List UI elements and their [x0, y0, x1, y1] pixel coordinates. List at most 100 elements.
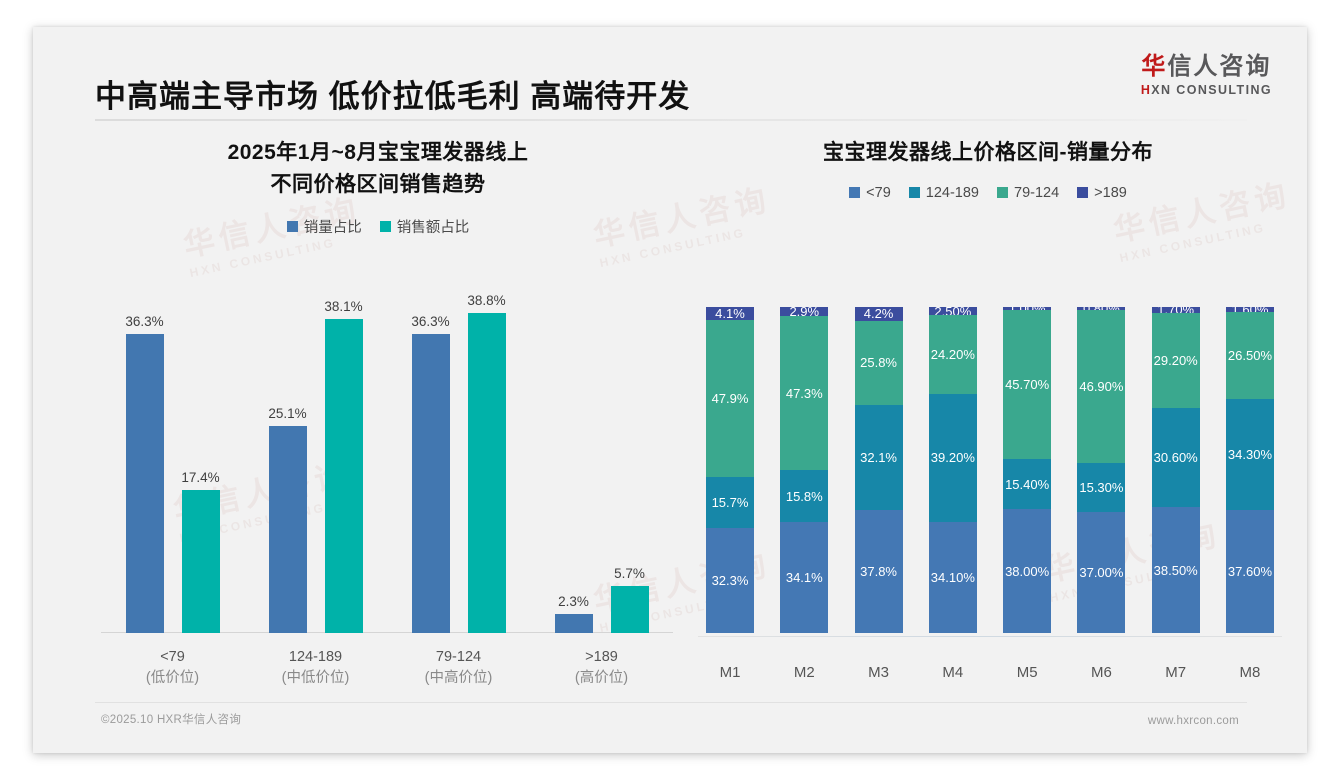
- stack-segment[interactable]: 34.10%: [928, 521, 977, 634]
- stack-segment[interactable]: 32.1%: [854, 404, 903, 510]
- bar-column[interactable]: 2.3%: [554, 287, 593, 633]
- legend-swatch-icon: [997, 187, 1008, 198]
- legend-label: <79: [866, 184, 891, 201]
- stack-segment[interactable]: 2.50%: [928, 307, 977, 316]
- bar[interactable]: [324, 319, 363, 633]
- bar[interactable]: [554, 614, 593, 633]
- bar-column[interactable]: 38.1%: [324, 287, 363, 633]
- stacked-bar-column[interactable]: 0.80%46.90%15.30%37.00%: [1077, 307, 1126, 633]
- bar[interactable]: [268, 426, 307, 633]
- stack-segment[interactable]: 47.9%: [706, 320, 754, 477]
- stack-segment[interactable]: 29.20%: [1151, 312, 1200, 408]
- stack-segment[interactable]: 39.20%: [928, 394, 977, 522]
- category-label: >189 (高价位): [530, 647, 673, 689]
- bar[interactable]: [467, 313, 506, 633]
- slide-header: 中高端主导市场 低价拉低毛利 高端待开发 华信人咨询 HXN CONSULTIN…: [33, 27, 1307, 122]
- stack-segment[interactable]: 2.9%: [780, 307, 829, 317]
- logo-en-rest: XN CONSULTING: [1151, 83, 1272, 98]
- stack-segment[interactable]: 15.8%: [780, 470, 829, 522]
- stack-segment[interactable]: 15.40%: [1003, 459, 1052, 510]
- stack-segment[interactable]: 34.1%: [780, 521, 829, 633]
- legend-item[interactable]: 124-189: [908, 185, 979, 201]
- legend-item[interactable]: <79: [849, 185, 891, 201]
- bar[interactable]: [610, 586, 649, 633]
- stacked-plot-area: 4.1% 47.9% 15.7% 32.3% 2.9% 47.3% 15.8% 34.1% 4.…: [698, 307, 1282, 634]
- category-label-main: >189: [585, 648, 618, 665]
- footer-divider: [95, 702, 1247, 703]
- legend-item[interactable]: 79-124: [997, 185, 1059, 201]
- stack-segment[interactable]: 0.80%: [1077, 307, 1126, 310]
- stack-segment[interactable]: 15.7%: [706, 476, 754, 528]
- bar-group: 25.1% 38.1%: [244, 287, 387, 633]
- grouped-plot-area: 36.3% 17.4% 25.1% 38.1% 36.3% 38.8% 2.3% 5.7%: [101, 287, 673, 633]
- stack-segment[interactable]: 38.50%: [1151, 507, 1200, 633]
- logo-char-hua: 华: [1141, 53, 1168, 80]
- legend-swatch-icon: [379, 221, 391, 232]
- bar-column[interactable]: 36.3%: [411, 287, 450, 633]
- left-chart-title: 2025年1月~8月宝宝理发器线上 不同价格区间销售趋势: [73, 137, 683, 200]
- stack-segment[interactable]: 4.2%: [854, 307, 903, 321]
- bar-column[interactable]: 38.8%: [467, 287, 506, 633]
- bar[interactable]: [411, 333, 450, 633]
- stacked-bar-column[interactable]: 2.9% 47.3% 15.8% 34.1%: [780, 307, 829, 633]
- stacked-category-label: M6: [1090, 664, 1112, 681]
- legend-label: 销售额占比: [396, 220, 470, 236]
- stack-segment[interactable]: 32.3%: [706, 527, 754, 633]
- stack-segment[interactable]: 38.00%: [1003, 509, 1052, 633]
- stacked-category-label: M7: [1165, 664, 1187, 681]
- bar-group: 2.3% 5.7%: [530, 287, 673, 633]
- stack-segment[interactable]: 25.8%: [854, 320, 903, 405]
- stacked-axis-line: [698, 636, 1282, 637]
- stack-segment[interactable]: 26.50%: [1225, 312, 1274, 399]
- logo-chinese: 华信人咨询: [1141, 54, 1272, 79]
- slide-canvas: 华信人咨询 HXN CONSULTING 华信人咨询 HXN CONSULTIN…: [33, 27, 1307, 753]
- bar-column[interactable]: 36.3%: [125, 287, 164, 633]
- left-chart-panel: 2025年1月~8月宝宝理发器线上 不同价格区间销售趋势 销量占比 销售额占比 3…: [73, 137, 683, 707]
- bar-column[interactable]: 17.4%: [181, 287, 220, 633]
- stacked-bar-column[interactable]: 1.00%45.70%15.40%38.00%: [1003, 307, 1052, 633]
- legend-item[interactable]: 销售额占比: [379, 216, 470, 237]
- bar-column[interactable]: 5.7%: [610, 287, 649, 633]
- stack-segment[interactable]: 4.1%: [706, 307, 754, 321]
- category-label: 124-189 (中低价位): [244, 647, 387, 689]
- legend-item[interactable]: >189: [1077, 185, 1127, 201]
- stack-segment[interactable]: 24.20%: [928, 315, 977, 395]
- category-label-sub: (高价位): [574, 669, 629, 686]
- stacked-bar-column[interactable]: 2.50% 24.20% 39.20% 34.10%: [928, 307, 977, 634]
- footer-copyright: ©2025.10 HXR华信人咨询: [101, 714, 242, 726]
- stack-segment[interactable]: 30.60%: [1151, 407, 1200, 508]
- bar-group: 36.3% 17.4%: [101, 287, 244, 633]
- legend-swatch-icon: [286, 221, 298, 232]
- category-label: 79-124 (中高价位): [387, 647, 530, 689]
- category-label-main: 124-189: [288, 648, 343, 665]
- stacked-category-label: M1: [719, 664, 741, 681]
- stacked-category-label: M2: [793, 664, 815, 681]
- stack-segment[interactable]: 15.30%: [1077, 462, 1126, 513]
- stack-segment[interactable]: 34.30%: [1225, 398, 1274, 511]
- stack-segment[interactable]: 1.00%: [1003, 307, 1052, 311]
- logo-en-h: H: [1140, 83, 1152, 98]
- logo-chars-rest: 信人咨询: [1167, 53, 1272, 80]
- stacked-bar-column[interactable]: 1.70%29.20%30.60%38.50%: [1151, 307, 1200, 633]
- category-label-sub: (中低价位): [281, 669, 350, 686]
- stack-segment[interactable]: 45.70%: [1003, 310, 1052, 460]
- stacked-category-labels: M1 M2 M3 M4 M5 M6 M7 M8: [698, 664, 1282, 681]
- stacked-bar-column[interactable]: 4.1% 47.9% 15.7% 32.3%: [706, 307, 754, 633]
- stacked-bar-column[interactable]: 4.2% 25.8% 32.1% 37.8%: [854, 307, 903, 633]
- bar-column[interactable]: 25.1%: [268, 287, 307, 633]
- bar-value-label: 5.7%: [614, 566, 645, 582]
- header-divider: [95, 119, 1247, 121]
- stack-segment[interactable]: 1.70%: [1151, 307, 1200, 313]
- stack-segment[interactable]: 37.8%: [854, 509, 903, 633]
- stack-segment[interactable]: 37.60%: [1225, 510, 1274, 633]
- bar[interactable]: [181, 489, 220, 633]
- stack-segment[interactable]: 1.60%: [1225, 307, 1274, 313]
- category-label-sub: (中高价位): [424, 669, 493, 686]
- stacked-bar-column[interactable]: 1.60%26.50%34.30%37.60%: [1225, 307, 1274, 633]
- legend-item[interactable]: 销量占比: [286, 216, 362, 237]
- stack-segment[interactable]: 47.3%: [780, 316, 829, 471]
- stack-segment[interactable]: 46.90%: [1077, 309, 1126, 463]
- right-chart-panel: 宝宝理发器线上价格区间-销量分布 <79 124-189 79-124 >189 4.…: [688, 137, 1288, 707]
- bar[interactable]: [125, 333, 164, 633]
- stack-segment[interactable]: 37.00%: [1077, 512, 1126, 633]
